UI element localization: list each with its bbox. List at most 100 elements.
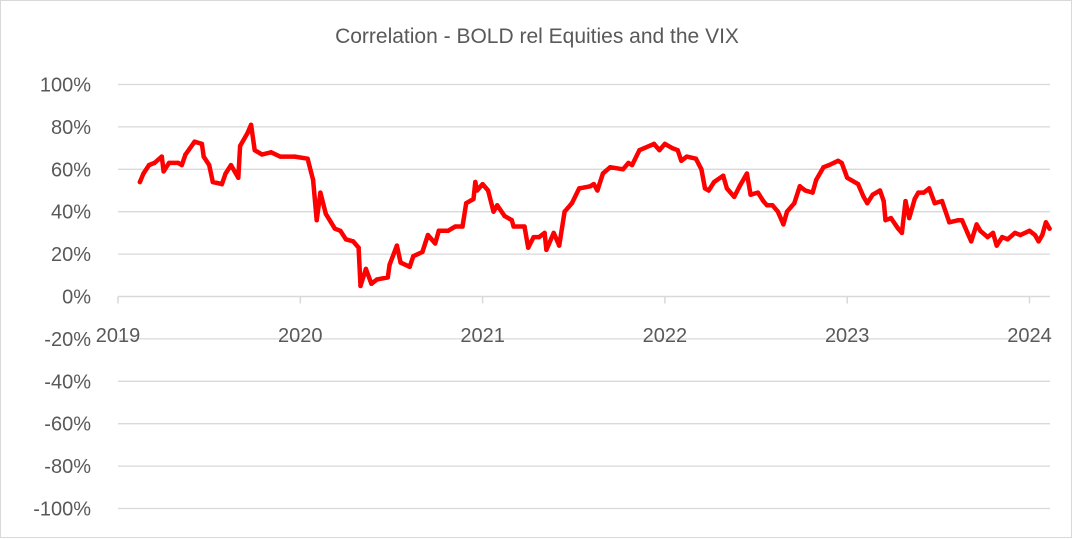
data-point: [939, 198, 945, 204]
data-point: [471, 196, 476, 202]
data-point: [600, 171, 606, 176]
data-point: [959, 217, 965, 223]
data-point: [761, 198, 766, 204]
data-point: [551, 230, 556, 236]
data-point: [748, 192, 753, 197]
data-point: [903, 198, 908, 204]
data-point: [305, 156, 310, 161]
data-point: [199, 141, 205, 147]
data-point: [425, 232, 431, 238]
x-tick-label: 2020: [278, 325, 323, 347]
data-point: [206, 162, 212, 168]
data-point: [693, 156, 699, 161]
data-point: [706, 188, 711, 193]
data-point: [968, 239, 974, 244]
data-point: [881, 198, 886, 204]
data-point: [865, 201, 870, 206]
data-point: [228, 162, 234, 168]
chart-title: Correlation - BOLD rel Equities and the …: [335, 25, 739, 48]
data-point: [252, 148, 257, 153]
data-point: [978, 228, 983, 233]
y-tick-label: 20%: [51, 244, 91, 266]
data-point: [899, 230, 905, 236]
data-point: [775, 209, 781, 214]
data-point: [883, 217, 888, 223]
data-point: [268, 150, 274, 155]
x-tick-label: 2023: [825, 325, 870, 347]
data-point: [1043, 220, 1049, 225]
data-point: [332, 226, 338, 231]
data-point: [152, 160, 157, 166]
data-point: [755, 190, 761, 195]
data-point: [420, 249, 425, 255]
data-point: [356, 245, 361, 250]
data-point: [460, 224, 465, 229]
data-point: [965, 230, 970, 236]
data-point: [385, 275, 391, 280]
data-point: [453, 224, 458, 229]
data-point: [141, 171, 146, 176]
data-point: [338, 228, 343, 233]
data-point: [990, 230, 996, 236]
data-point: [1005, 237, 1010, 242]
y-axis-labels: 100% 80% 60% 40% 20% 0% -20% -40% -60% -80% -100%: [33, 75, 91, 521]
data-point: [236, 175, 241, 180]
data-point: [369, 281, 374, 286]
data-point: [210, 179, 215, 185]
data-point: [595, 188, 600, 193]
data-point: [855, 181, 861, 187]
data-point: [343, 237, 349, 242]
data-point: [835, 158, 841, 164]
data-point: [562, 209, 567, 214]
data-point: [974, 222, 979, 227]
y-tick-label: 40%: [51, 202, 91, 224]
data-point: [159, 154, 164, 159]
data-point: [436, 228, 442, 233]
data-point: [511, 224, 516, 229]
data-point: [669, 145, 675, 151]
data-point: [494, 203, 500, 208]
data-point: [1032, 232, 1038, 238]
data-point: [651, 141, 657, 147]
data-point: [921, 190, 926, 195]
data-point: [1036, 239, 1041, 244]
data-point: [587, 184, 593, 189]
data-point: [797, 184, 803, 189]
data-point: [781, 222, 786, 227]
data-point: [577, 186, 582, 191]
data-point: [411, 254, 416, 259]
data-point: [387, 262, 392, 267]
data-point: [826, 162, 832, 168]
data-point: [223, 171, 228, 176]
data-point: [491, 209, 496, 214]
data-point: [292, 154, 298, 159]
data-point: [679, 158, 684, 164]
data-point: [724, 186, 730, 191]
data-point: [310, 177, 316, 183]
y-tick-label: -40%: [44, 371, 91, 393]
data-point: [675, 148, 680, 153]
data-point: [770, 203, 775, 208]
data-point: [912, 196, 917, 202]
data-point: [1018, 232, 1023, 238]
data-point: [522, 224, 527, 229]
y-tick-label: -100%: [33, 499, 91, 521]
data-point: [278, 154, 283, 159]
data-point: [861, 194, 866, 200]
data-point: [821, 164, 826, 170]
data-point: [737, 184, 742, 189]
data-point: [994, 243, 999, 248]
data-point: [318, 190, 323, 195]
data-point: [219, 181, 225, 187]
data-point: [888, 215, 894, 221]
data-point: [350, 239, 356, 244]
y-tick-label: 100%: [40, 75, 91, 97]
x-tick-label: 2021: [460, 325, 505, 347]
data-point: [201, 154, 206, 159]
data-point: [803, 188, 808, 193]
data-point: [792, 201, 797, 206]
data-point: [916, 190, 921, 195]
data-point: [509, 217, 514, 223]
data-point: [684, 154, 689, 159]
